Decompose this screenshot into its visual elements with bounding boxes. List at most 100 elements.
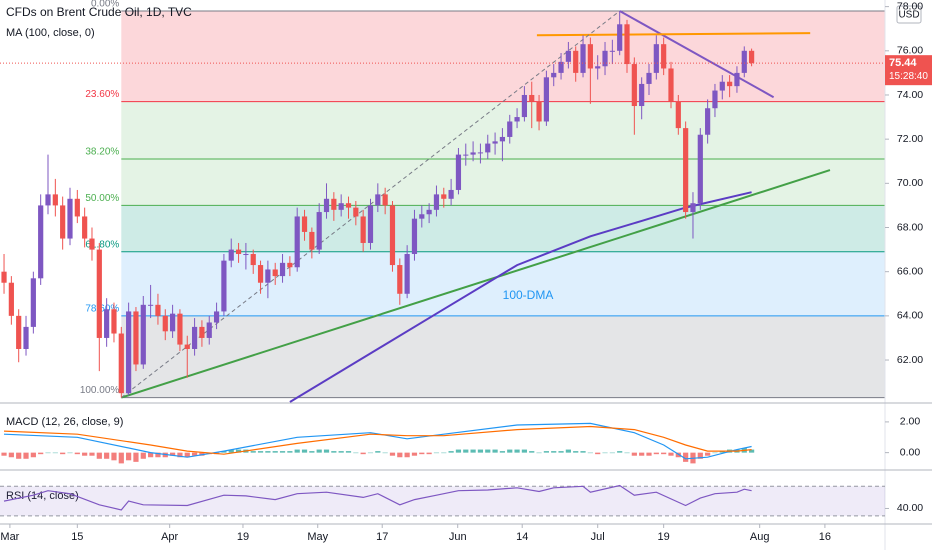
candle-body <box>499 136 506 142</box>
macd-histogram-bar <box>705 452 711 456</box>
macd-histogram-bar <box>170 452 176 456</box>
candle-body <box>514 117 520 122</box>
candle-body <box>213 311 220 323</box>
macd-histogram-bar <box>272 451 278 453</box>
candle-body <box>690 203 696 213</box>
macd-histogram-bar <box>8 452 14 458</box>
candle-body <box>353 207 359 217</box>
currency: USD <box>898 10 919 21</box>
candle-body <box>712 90 718 109</box>
candle-body <box>331 198 337 210</box>
candle-body <box>551 72 557 78</box>
macd-histogram-bar <box>485 449 491 453</box>
macd-histogram-bar <box>331 451 337 453</box>
macd-histogram-bar <box>609 452 615 454</box>
y-tick-label: 68.00 <box>897 221 923 233</box>
candle-body <box>595 66 601 69</box>
macd-histogram-bar <box>38 452 44 455</box>
candle-body <box>617 24 623 51</box>
macd-tick-label: 2.00 <box>900 416 921 428</box>
macd-histogram-bar <box>404 452 410 458</box>
macd-histogram-bar <box>448 451 454 453</box>
y-tick-label: 62.00 <box>897 354 923 366</box>
macd-histogram-bar <box>52 452 58 454</box>
fib-label: 78.60% <box>85 303 119 314</box>
candle-body <box>419 214 425 219</box>
fib-label: 23.60% <box>85 89 119 100</box>
candle-body <box>294 216 300 268</box>
macd-histogram-bar <box>140 452 146 459</box>
candle-body <box>411 218 418 255</box>
macd-histogram-bar <box>646 452 652 456</box>
candle-body <box>367 205 374 243</box>
candle-body <box>148 304 154 306</box>
x-tick-label: May <box>307 531 328 543</box>
fib-zone <box>121 101 885 160</box>
y-tick-label: 64.00 <box>897 310 923 322</box>
x-tick-label: 17 <box>376 531 388 543</box>
annotation: 100-DMA <box>503 288 554 302</box>
candle-body <box>661 44 667 69</box>
candle-body <box>573 50 579 73</box>
candle-body <box>243 254 249 256</box>
candle-body <box>309 231 315 250</box>
x-tick-label: 19 <box>658 531 670 543</box>
macd-histogram-bar <box>426 452 432 455</box>
fib-label: 50.00% <box>85 193 119 204</box>
macd-histogram-bar <box>1 452 7 456</box>
macd-histogram-bar <box>323 449 330 453</box>
candle-body <box>382 194 388 206</box>
indicator-label: MA (100, close, 0) <box>6 27 95 39</box>
candle-body <box>323 198 330 213</box>
macd-histogram-bar <box>749 449 755 453</box>
x-tick-label: Apr <box>161 531 178 543</box>
macd-histogram-bar <box>389 452 396 456</box>
trendline <box>536 32 811 37</box>
y-tick-label: 70.00 <box>897 177 923 189</box>
currency-box[interactable] <box>896 5 922 24</box>
y-tick-label: 76.00 <box>897 45 923 57</box>
macd-histogram-bar <box>617 451 623 453</box>
candle-body <box>221 260 227 312</box>
macd-histogram-bar <box>514 449 520 453</box>
rsi-line <box>3 484 752 511</box>
macd-histogram-bar <box>675 452 681 458</box>
macd-histogram-bar <box>301 449 308 453</box>
macd-histogram-bar <box>104 452 110 459</box>
macd-histogram-bar <box>60 452 66 455</box>
candle-body <box>23 326 29 349</box>
chart-title: CFDs on Brent Crude Oil, 1D, TVC <box>6 5 192 19</box>
candle-body <box>338 203 344 210</box>
candle-body <box>448 189 454 199</box>
candle-body <box>734 72 740 87</box>
macd-histogram-bar <box>419 452 425 455</box>
macd-histogram-bar <box>82 452 88 456</box>
candle-body <box>170 313 176 332</box>
macd-histogram-bar <box>580 451 586 453</box>
candle-body <box>184 344 190 349</box>
candle-body <box>177 313 183 345</box>
x-tick-label: Jun <box>449 531 467 543</box>
candle-body <box>82 216 88 239</box>
macd-histogram-bar <box>184 452 190 458</box>
candle-body <box>727 81 733 87</box>
macd-histogram-bar <box>558 451 564 453</box>
candle-body <box>609 50 615 52</box>
macd-histogram-bar <box>411 452 418 456</box>
macd-histogram-bar <box>30 452 36 458</box>
trendline <box>120 169 831 399</box>
macd-histogram-bar <box>529 451 535 453</box>
candle-body <box>426 209 432 215</box>
candle-body <box>30 278 36 327</box>
candle-body <box>719 81 725 91</box>
candle-body <box>74 198 80 217</box>
candle-body <box>631 64 637 107</box>
macd-histogram-bar <box>492 449 498 453</box>
macd-line <box>3 422 752 460</box>
macd-histogram-bar <box>309 451 315 453</box>
macd-histogram-bar <box>463 449 469 453</box>
last-price-box <box>885 55 932 86</box>
candle-body <box>675 101 681 129</box>
macd-histogram-bar <box>316 449 322 453</box>
